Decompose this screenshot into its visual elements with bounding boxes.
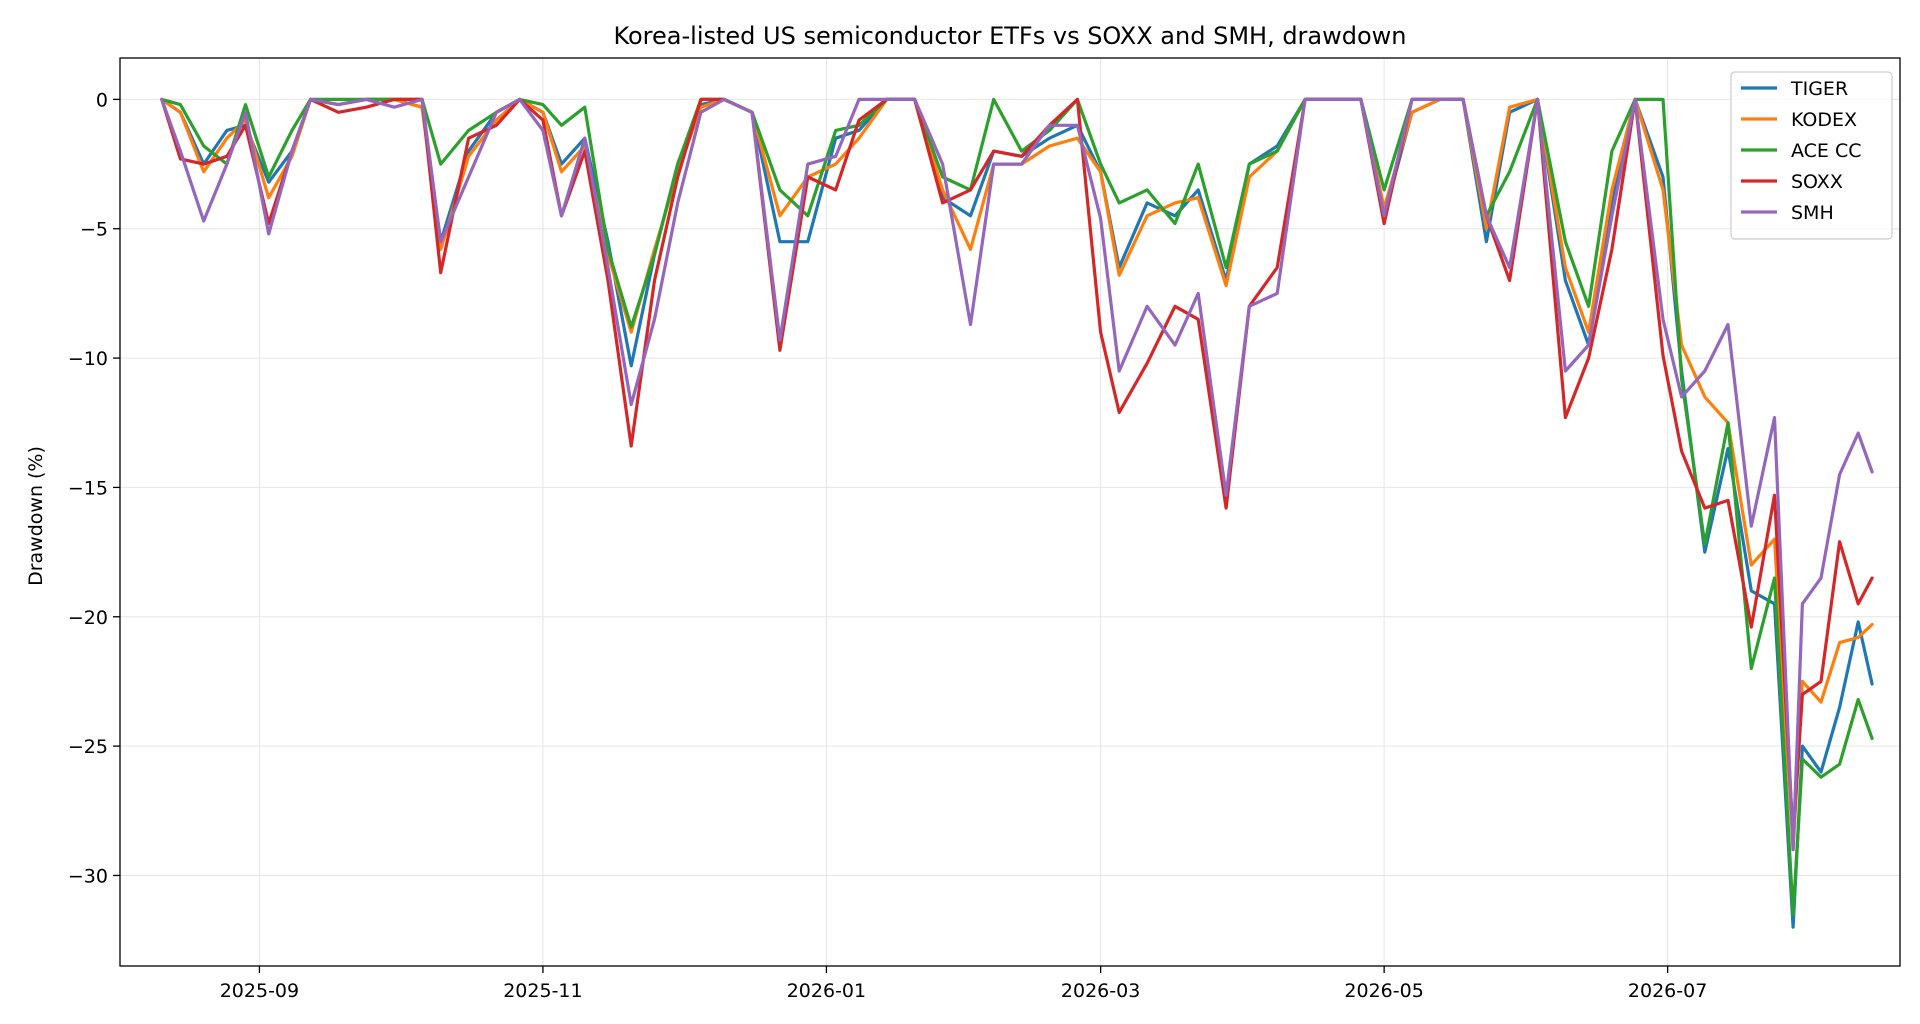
grid-layer [120,58,1900,966]
plot-frame [119,57,1901,967]
x-tick-label: 2026-01 [787,980,866,1002]
legend-label: SMH [1791,202,1834,224]
chart-title: Korea-listed US semiconductor ETFs vs SO… [613,22,1406,50]
y-tick-label: −20 [68,607,108,629]
y-tick-label: −5 [80,219,108,241]
y-tick-label: −25 [68,736,108,758]
y-axis-label: Drawdown (%) [25,446,47,586]
legend-label: SOXX [1791,171,1843,193]
y-tick-label: 0 [96,89,108,111]
x-tick-label: 2025-11 [503,980,582,1002]
series-line-soxx [160,97,1874,839]
y-tick-label: −30 [68,865,108,887]
x-tick-label: 2026-03 [1061,980,1140,1002]
legend: TIGER KODEX ACE CC SOXX SMH [1730,71,1893,240]
x-tick-label: 2026-05 [1344,980,1423,1002]
legend-box [1730,71,1893,240]
y-tick-label: −10 [68,348,108,370]
legend-label: ACE CC [1791,140,1862,162]
series-line-kodex [160,97,1874,852]
axis-layer: 0 −5 −10 −15 −20 −25 −30 2025-09 2025-11 2026-01 2… [68,57,1901,1002]
series-line-smh [160,97,1874,852]
x-tick-label: 2025-09 [220,980,299,1002]
x-tick-label: 2026-07 [1628,980,1707,1002]
series-layer [160,97,1874,929]
y-tick-label: −15 [68,477,108,499]
legend-label: KODEX [1791,109,1857,131]
legend-label: TIGER [1790,78,1848,100]
